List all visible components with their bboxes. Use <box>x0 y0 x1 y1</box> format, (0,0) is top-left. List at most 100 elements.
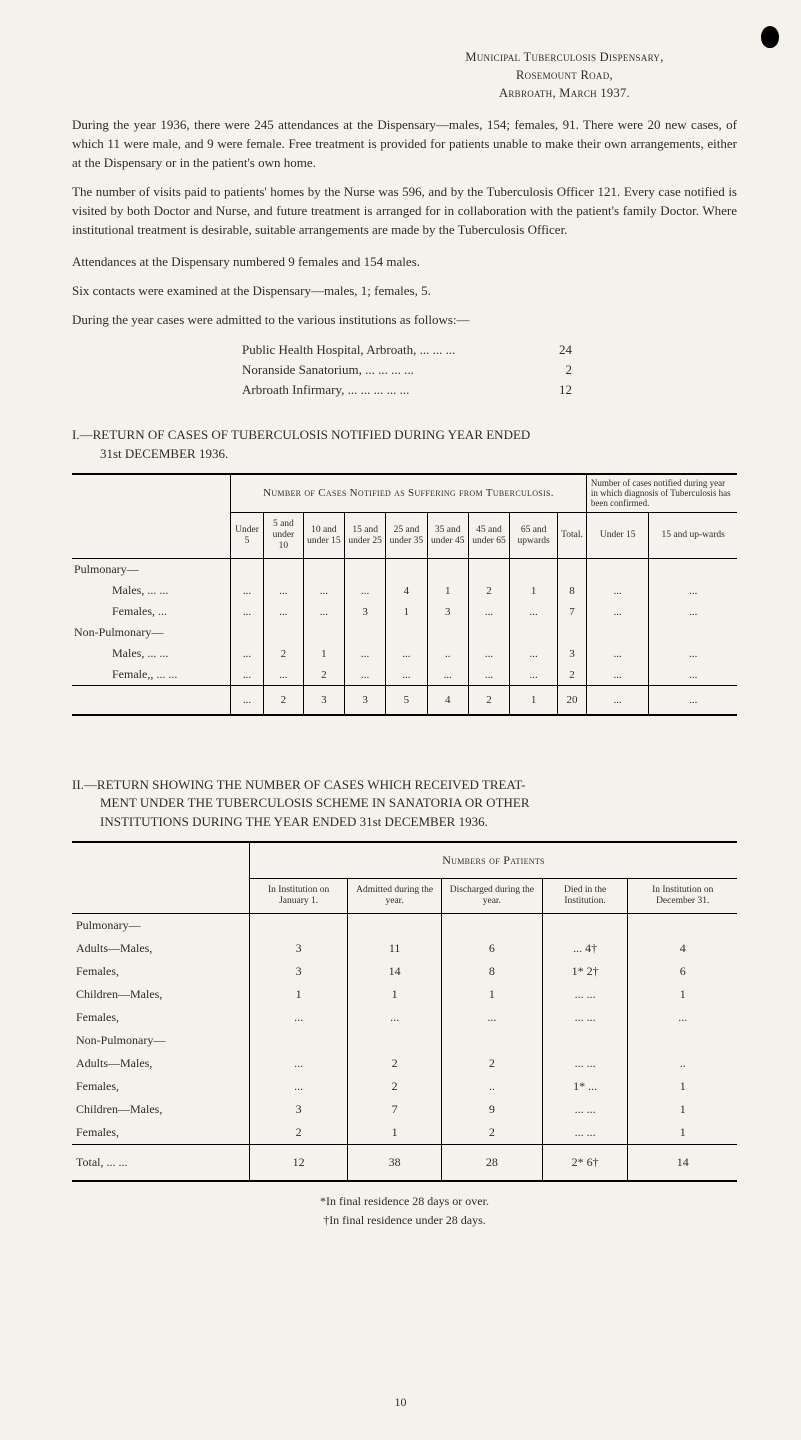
table-1-cell <box>586 622 649 643</box>
table-2-cell <box>441 913 542 937</box>
table-2-cell: ... 4† <box>542 937 628 960</box>
section-2-title-line-2: MENT UNDER THE TUBERCULOSIS SCHEME IN SA… <box>100 795 530 810</box>
table-1-cell: ... <box>386 643 427 664</box>
table-2-row-label: Adults—Males, <box>72 937 250 960</box>
admission-label: Public Health Hospital, Arbroath, ... ..… <box>242 340 542 360</box>
section-2-title-line-3: INSTITUTIONS DURING THE YEAR ENDED 31st … <box>100 814 488 829</box>
table-2-cell: 2 <box>348 1075 442 1098</box>
table-1-cell: ... <box>468 601 509 622</box>
admission-row: Noranside Sanatorium, ... ... ... ...2 <box>242 360 737 380</box>
table-1-cell: 3 <box>345 601 386 622</box>
table-1-cell <box>468 559 509 581</box>
table-1-cell: ... <box>264 601 304 622</box>
table-1-cell: ... <box>231 580 264 601</box>
admission-value: 12 <box>542 380 572 400</box>
corner-mark-icon <box>761 26 779 48</box>
table-1-total-cell: 1 <box>510 686 558 716</box>
table-2-cell: 8 <box>441 960 542 983</box>
table-1-row-label: Pulmonary— <box>72 559 231 581</box>
paragraph-5: During the year cases were admitted to t… <box>72 311 737 330</box>
paragraph-3: Attendances at the Dispensary numbered 9… <box>72 253 737 272</box>
footnote-2: †In final residence under 28 days. <box>323 1213 486 1227</box>
admission-row: Arbroath Infirmary, ... ... ... ... ...1… <box>242 380 737 400</box>
table-2-cell <box>348 913 442 937</box>
table-1-banner: Number of Cases Notified as Suffering fr… <box>231 475 587 513</box>
table-1-cell: ... <box>345 643 386 664</box>
table-1-cell: .. <box>427 643 468 664</box>
table-1-cell: ... <box>303 601 344 622</box>
table-1-cell: ... <box>303 580 344 601</box>
table-1-cell: ... <box>345 664 386 685</box>
table-1-cell <box>649 622 737 643</box>
table-2-cell: 4 <box>628 937 737 960</box>
table-2-cell: 6 <box>628 960 737 983</box>
table-1-total-cell: 2 <box>264 686 304 716</box>
table-2-total-cell: 28 <box>441 1144 542 1181</box>
table-1-row-label: Non-Pulmonary— <box>72 622 231 643</box>
table-1-cell <box>231 559 264 581</box>
table-2-row-label: Females, <box>72 1075 250 1098</box>
table-2-col-head: In Institution on December 31. <box>628 878 737 913</box>
table-2-cell: ... ... <box>542 983 628 1006</box>
table-2-col-head: Admitted during the year. <box>348 878 442 913</box>
table-2: Numbers of PatientsIn Institution on Jan… <box>72 841 737 1182</box>
table-1-col-head: 5 and under 10 <box>264 513 304 559</box>
table-1-col-head: Under 5 <box>231 513 264 559</box>
table-1-cell: ... <box>231 664 264 685</box>
table-1-cell: ... <box>649 601 737 622</box>
table-2-total-cell: 14 <box>628 1144 737 1181</box>
table-2-cell <box>628 1029 737 1052</box>
table-1-cell: ... <box>586 601 649 622</box>
table-2-cell: 2 <box>441 1052 542 1075</box>
table-1-cell: 8 <box>558 580 587 601</box>
section-1-heading: I.—RETURN OF CASES OF TUBERCULOSIS NOTIF… <box>72 426 737 462</box>
table-1-cell: ... <box>510 664 558 685</box>
admission-row: Public Health Hospital, Arbroath, ... ..… <box>242 340 737 360</box>
table-1-cell <box>264 622 304 643</box>
table-2-cell: ... <box>441 1006 542 1029</box>
table-1-total-cell: 2 <box>468 686 509 716</box>
table-2-cell: 1 <box>250 983 348 1006</box>
table-1-cell: 7 <box>558 601 587 622</box>
table-1-total-cell: 20 <box>558 686 587 716</box>
table-1-cell: ... <box>468 643 509 664</box>
table-1-cell: ... <box>231 601 264 622</box>
table-1-cell <box>231 622 264 643</box>
table-2-total-label: Total, ... ... <box>72 1144 250 1181</box>
table-2-cell: 6 <box>441 937 542 960</box>
table-1-right-head: Number of cases notified during year in … <box>586 475 737 513</box>
table-1-cell: ... <box>264 580 304 601</box>
address-line-1: Municipal Tuberculosis Dispensary, <box>465 50 663 64</box>
table-2-col-head: In Institution on January 1. <box>250 878 348 913</box>
table-1-total-cell: ... <box>649 686 737 716</box>
table-2-cell: 1 <box>628 1075 737 1098</box>
table-2-cell: ... ... <box>542 1052 628 1075</box>
table-1-cell: 1 <box>303 643 344 664</box>
table-1-col-head: Under 15 <box>586 513 649 559</box>
table-1-cell: ... <box>264 664 304 685</box>
table-2-cell: 3 <box>250 1098 348 1121</box>
table-1-cell: ... <box>586 580 649 601</box>
table-1-cell: ... <box>586 643 649 664</box>
table-2-cell: 3 <box>250 960 348 983</box>
table-1-cell: 2 <box>303 664 344 685</box>
table-1-cell: 1 <box>386 601 427 622</box>
table-2-cell: 2 <box>348 1052 442 1075</box>
table-2-cell <box>542 913 628 937</box>
admission-value: 24 <box>542 340 572 360</box>
table-1-col-head: 15 and under 25 <box>345 513 386 559</box>
table-2-cell <box>348 1029 442 1052</box>
paragraph-2: The number of visits paid to patients' h… <box>72 183 737 240</box>
table-1-row-label: Males, ... ... <box>72 643 231 664</box>
table-1-cell <box>558 622 587 643</box>
admission-value: 2 <box>542 360 572 380</box>
table-1-cell: 4 <box>386 580 427 601</box>
table-2-row-label: Females, <box>72 960 250 983</box>
table-2-total-cell: 38 <box>348 1144 442 1181</box>
footnotes: *In final residence 28 days or over. †In… <box>72 1192 737 1230</box>
section-2-title-line-1: RETURN SHOWING THE NUMBER OF CASES WHICH… <box>97 777 526 792</box>
table-1-cell: 2 <box>558 664 587 685</box>
table-1-total-cell: ... <box>586 686 649 716</box>
table-2-cell: 1* 2† <box>542 960 628 983</box>
table-2-row-label: Females, <box>72 1006 250 1029</box>
